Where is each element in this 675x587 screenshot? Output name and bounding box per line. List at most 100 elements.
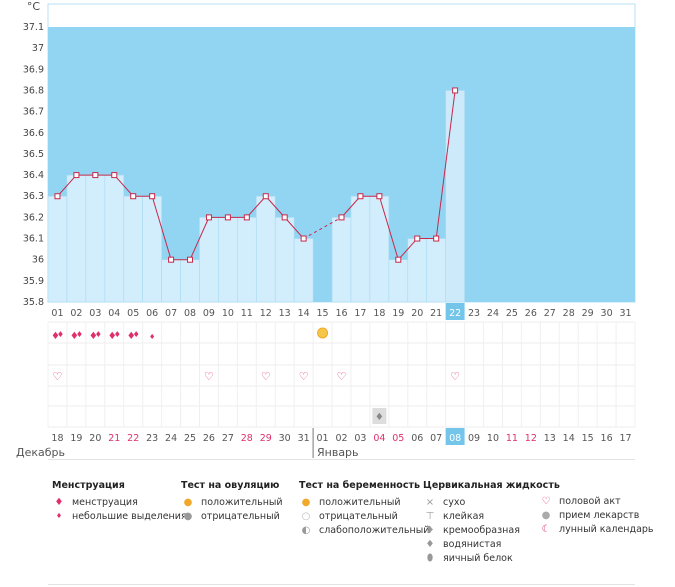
menstruation-drop-icon: ♦ (51, 331, 60, 342)
menstruation-drop-icon: ♦ (95, 330, 102, 339)
cycle-day-label: 27 (544, 308, 556, 319)
temperature-column (407, 238, 428, 303)
cycle-day-label: 02 (70, 308, 82, 319)
heart-icon: ♡ (53, 370, 63, 383)
temperature-column (445, 90, 465, 303)
date-label: 01 (317, 433, 329, 444)
temperature-column (180, 259, 200, 303)
heart-icon: ♡ (541, 495, 551, 507)
date-label: 24 (165, 433, 177, 444)
y-tick-label: 35.9 (23, 276, 44, 287)
mucus-drop-icon: ♦ (375, 412, 384, 423)
cycle-day-label: 11 (241, 308, 253, 319)
legend-label: слабоположительный (319, 524, 430, 536)
cycle-day-label: 30 (601, 308, 613, 319)
bbt-chart: °C 35.8 35.9 36 36.1 36.2 36.3 36.4 36.5 36.6 36.7… (23, 0, 636, 458)
legend-mucus: Цервикальная жидкость × сухо ⊤ клейкая ❥ кр… (423, 480, 560, 565)
date-label: 10 (487, 433, 499, 444)
date-label: 04 (373, 433, 385, 444)
mucus-cell-highlight (372, 408, 387, 424)
date-label: 12 (525, 433, 537, 444)
current-day-highlight (445, 303, 465, 320)
temperature-point (187, 256, 194, 263)
sun-icon: ● (183, 496, 193, 508)
menstruation-drop-icon: ♦ (70, 331, 79, 342)
temperature-point (433, 235, 440, 242)
temperature-column (104, 174, 125, 303)
y-tick-label: 36.7 (23, 107, 44, 118)
date-label: 31 (298, 433, 310, 444)
temperature-point (54, 193, 61, 200)
date-label: 20 (89, 433, 101, 444)
date-label: 18 (51, 433, 63, 444)
temperature-point (224, 214, 231, 221)
date-label: 09 (468, 433, 480, 444)
date-label: 11 (506, 433, 518, 444)
legend-menstruation: Менструация ♦ менструация ♦ небольшие выде… (52, 480, 187, 523)
temperature-point (205, 214, 212, 221)
temperature-column (237, 217, 257, 303)
legend-label: отрицательный (201, 510, 280, 522)
t-icon: ⊤ (425, 510, 435, 522)
y-tick-label: 36.8 (23, 85, 44, 96)
y-tick-label: 36.3 (23, 191, 44, 202)
grey-sun-icon: ● (183, 510, 193, 522)
temperature-point (92, 172, 99, 179)
cycle-day-label: 12 (260, 308, 272, 319)
moon-icon: ☾ (541, 523, 551, 535)
cycle-day-label: 18 (373, 308, 385, 319)
cycle-day-label: 14 (298, 308, 310, 319)
temperature-line (378, 196, 399, 260)
legend-title: Тест на беременность (299, 480, 420, 491)
menstruation-drop-icon: ♦ (114, 330, 121, 339)
temperature-column (142, 195, 162, 303)
temperature-column (274, 217, 295, 303)
legend-label: менструация (72, 496, 138, 508)
temperature-point (414, 235, 421, 242)
sun-icon: ● (301, 496, 311, 508)
temperature-point (130, 193, 137, 200)
temperature-point (338, 214, 345, 221)
temperature-column (293, 238, 314, 303)
temperature-point (262, 193, 269, 200)
cycle-day-label: 06 (146, 308, 158, 319)
date-label: 16 (601, 433, 613, 444)
y-tick-label: 37.1 (23, 22, 44, 33)
current-date-highlight (445, 428, 465, 445)
y-tick-label: 36.9 (23, 64, 44, 75)
temperature-line (397, 238, 418, 261)
legend-label: прием лекарств (559, 509, 640, 521)
y-tick-label: 37 (32, 43, 44, 54)
date-label: 02 (335, 433, 347, 444)
divider-top (48, 459, 635, 460)
date-label: 22 (127, 433, 139, 444)
y-tick-label: 36.1 (23, 234, 44, 245)
date-label: 06 (411, 433, 423, 444)
temperature-point (73, 172, 80, 179)
cycle-day-label: 28 (563, 308, 575, 319)
small-drop-icon: ♦ (55, 512, 63, 520)
temperature-point (281, 214, 288, 221)
menstruation-drop-icon: ♦ (57, 330, 64, 339)
date-label: 28 (241, 433, 253, 444)
ovulation-positive-icon (317, 327, 329, 339)
half-circle-icon: ◐ (301, 524, 311, 536)
date-label: 19 (70, 433, 82, 444)
legend-label: водянистая (443, 538, 502, 550)
temperature-line (246, 195, 267, 218)
y-axis-title: °C (27, 0, 41, 13)
legend-other: ♡ половой акт ● прием лекарств ☾ лунный кал… (539, 494, 654, 536)
temperature-column (161, 259, 181, 303)
y-tick-label: 36.4 (23, 170, 44, 181)
menstruation-drop-icon: ♦ (133, 330, 140, 339)
temperature-point (149, 193, 156, 200)
cycle-day-label: 19 (392, 308, 404, 319)
date-label: 29 (260, 433, 272, 444)
temperature-column (123, 195, 143, 303)
cycle-day-label: 31 (619, 308, 631, 319)
temperature-column (47, 195, 68, 303)
heart-icon: ♡ (299, 370, 309, 383)
cycle-day-label: 23 (468, 308, 480, 319)
temperature-point (243, 214, 250, 221)
date-label: 05 (392, 433, 404, 444)
